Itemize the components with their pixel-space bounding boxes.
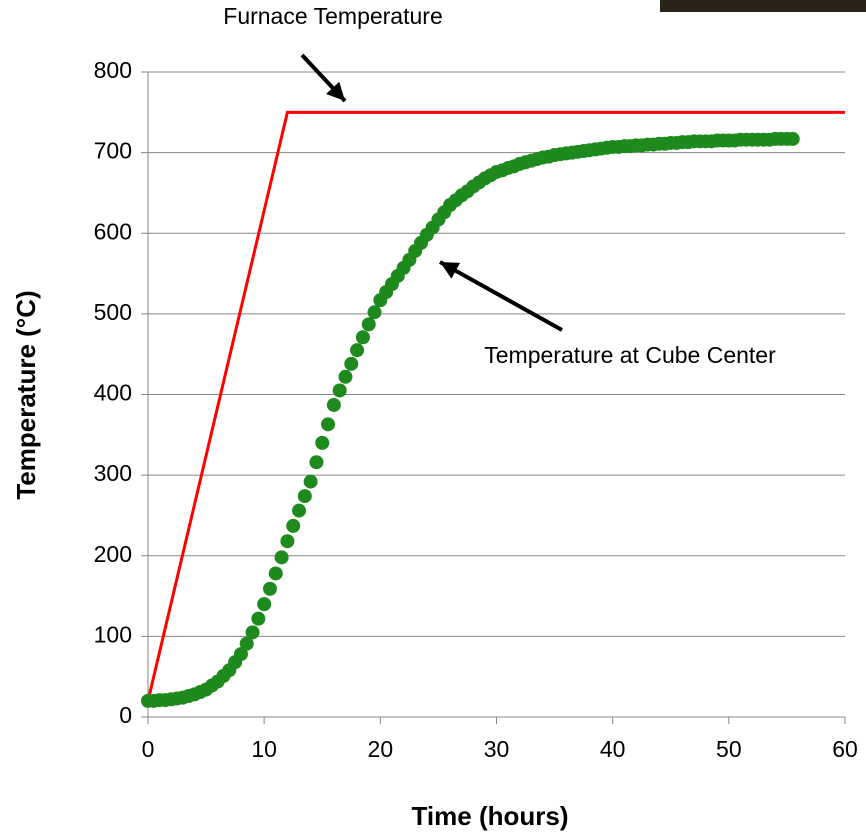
y-axis-title: Temperature (°C) — [11, 290, 41, 499]
annotation-arrowhead — [326, 81, 345, 101]
x-tick-label: 0 — [142, 736, 155, 762]
data-point — [309, 455, 324, 470]
data-point — [326, 397, 341, 412]
data-point — [292, 503, 307, 518]
furnace-line — [146, 110, 845, 702]
annotation: Furnace Temperature — [223, 3, 442, 29]
data-point — [303, 474, 318, 489]
y-tick-label: 500 — [94, 299, 132, 325]
data-point — [367, 305, 382, 320]
photo-fragment — [660, 0, 866, 12]
x-tick-label: 40 — [600, 736, 626, 762]
y-tick-label: 100 — [94, 621, 132, 647]
data-point — [344, 356, 359, 371]
y-tick-label: 800 — [94, 57, 132, 83]
data-point — [280, 534, 295, 549]
y-tick-label: 200 — [94, 541, 132, 567]
annotation: Temperature at Cube Center — [484, 342, 776, 368]
data-point — [245, 625, 260, 640]
data-point — [350, 343, 365, 358]
data-point — [315, 435, 330, 450]
x-tick-label: 50 — [716, 736, 742, 762]
data-point — [233, 647, 248, 662]
y-tick-label: 600 — [94, 218, 132, 244]
y-tick-label: 0 — [119, 702, 132, 728]
y-tick-label: 700 — [94, 138, 132, 164]
x-tick-label: 30 — [484, 736, 510, 762]
x-axis-title: Time (hours) — [412, 801, 569, 831]
data-point — [785, 131, 800, 146]
x-tick-label: 20 — [368, 736, 394, 762]
data-point — [321, 417, 336, 432]
data-point — [251, 611, 266, 626]
y-tick-label: 300 — [94, 460, 132, 486]
annotation-arrow — [439, 260, 563, 332]
data-point — [332, 383, 347, 398]
data-point — [338, 369, 353, 384]
y-tick-label: 400 — [94, 380, 132, 406]
data-point — [262, 581, 277, 596]
data-point — [239, 636, 254, 651]
data-point — [355, 330, 370, 345]
data-point — [274, 550, 289, 565]
data-point — [268, 566, 283, 581]
data-point — [257, 597, 272, 612]
x-tick-label: 10 — [251, 736, 277, 762]
data-point — [286, 518, 301, 533]
annotation-arrowhead — [440, 262, 461, 279]
annotation-bg — [410, 338, 845, 376]
x-tick-label: 60 — [832, 736, 858, 762]
data-point — [297, 489, 312, 504]
data-point — [361, 317, 376, 332]
